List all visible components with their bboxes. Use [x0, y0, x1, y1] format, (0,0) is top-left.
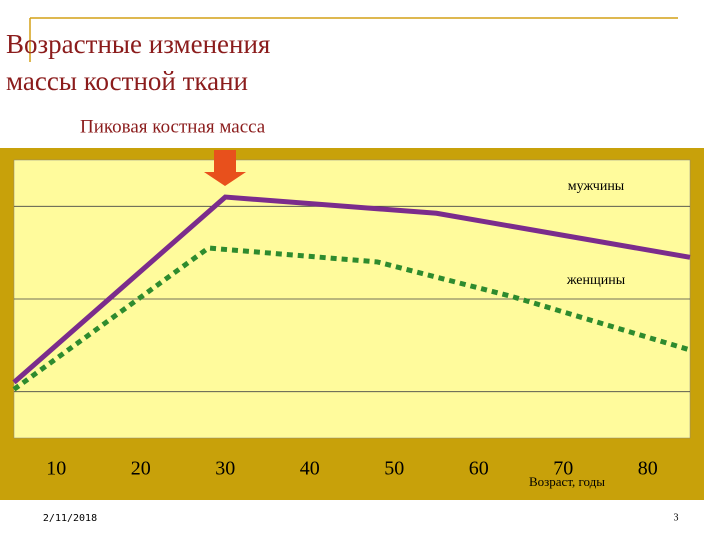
x-tick-label: 10 — [46, 458, 66, 480]
date: 2/11/2018 — [43, 513, 97, 524]
series-label: мужчины — [568, 179, 625, 194]
title: массы костной ткани — [6, 66, 248, 96]
annotation: Пиковая костная масса — [80, 116, 266, 137]
x-tick-label: 50 — [384, 458, 404, 480]
x-tick-label: 70 — [553, 458, 573, 480]
title: Возрастные изменения — [6, 29, 270, 59]
x-tick-label: 20 — [131, 458, 151, 480]
x-axis-label: Возраст, годы — [529, 474, 605, 489]
peak-arrow — [204, 150, 246, 186]
x-tick-label: 80 — [638, 458, 658, 480]
x-tick-label: 40 — [300, 458, 320, 480]
page-number: 3 — [674, 512, 679, 523]
x-tick-label: 60 — [469, 458, 489, 480]
series-line — [12, 194, 691, 385]
series-line — [12, 245, 691, 392]
x-tick-label: 30 — [215, 458, 235, 480]
series-label: женщины — [566, 273, 626, 288]
